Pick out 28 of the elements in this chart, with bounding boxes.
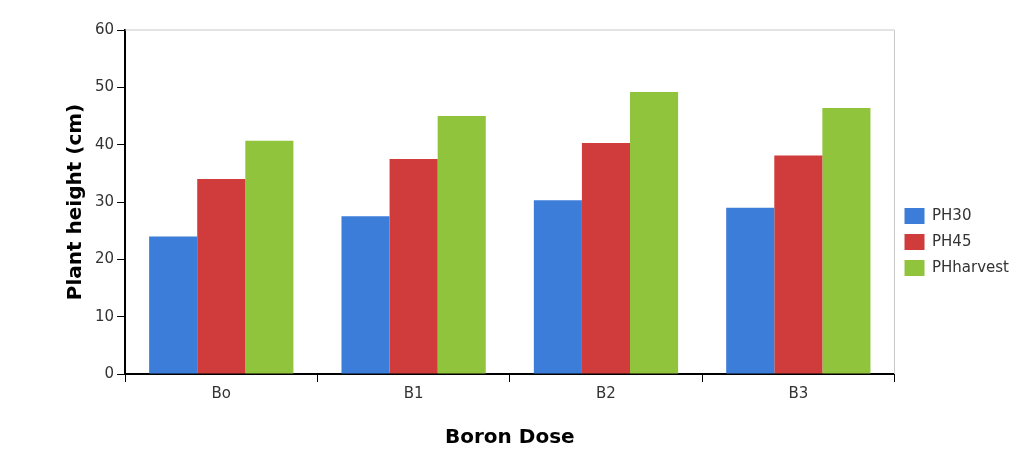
y-tick-label: 10	[94, 306, 115, 325]
y-tick-label: 20	[94, 249, 115, 268]
bar	[822, 107, 871, 374]
x-axis-title: Boron Dose	[444, 424, 575, 449]
x-tick-label: B2	[596, 383, 616, 402]
bar	[630, 91, 679, 374]
y-tick-label: 30	[94, 191, 115, 210]
bar	[341, 216, 390, 374]
bar	[581, 142, 631, 374]
y-tick-label: 60	[94, 19, 115, 38]
bar	[726, 207, 775, 374]
x-tick-label: Bo	[211, 383, 231, 402]
bar	[245, 140, 294, 374]
legend-label: PHharvest	[932, 257, 1010, 276]
y-axis-title: Plant height (cm)	[62, 103, 87, 301]
bar	[197, 179, 246, 374]
bar	[149, 236, 198, 374]
x-tick-label: B1	[403, 383, 424, 402]
y-tick-label: 0	[104, 363, 115, 382]
bar	[437, 116, 486, 374]
y-tick-label: 40	[94, 134, 115, 153]
y-tick-label: 50	[94, 77, 115, 96]
bar	[533, 200, 582, 374]
legend-label: PH45	[932, 231, 972, 250]
bar	[774, 155, 823, 374]
legend-label: PH30	[932, 205, 972, 224]
x-tick-label: B3	[788, 383, 809, 402]
bar	[389, 159, 438, 374]
